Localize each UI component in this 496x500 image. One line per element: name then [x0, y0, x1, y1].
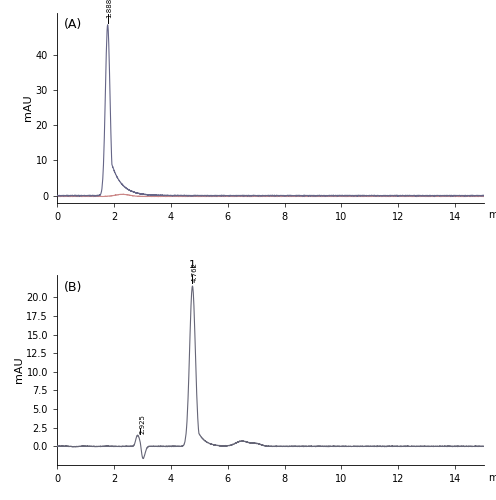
Text: 1: 1 [189, 260, 196, 270]
Text: min: min [488, 472, 496, 482]
Text: (A): (A) [63, 18, 82, 31]
Y-axis label: mAU: mAU [13, 356, 24, 383]
Text: min: min [488, 210, 496, 220]
Text: 2.925: 2.925 [139, 414, 145, 434]
Text: 1.888: 1.888 [107, 0, 113, 18]
Text: (B): (B) [63, 280, 82, 293]
Text: 4.762: 4.762 [191, 262, 197, 282]
Y-axis label: mAU: mAU [23, 94, 33, 121]
